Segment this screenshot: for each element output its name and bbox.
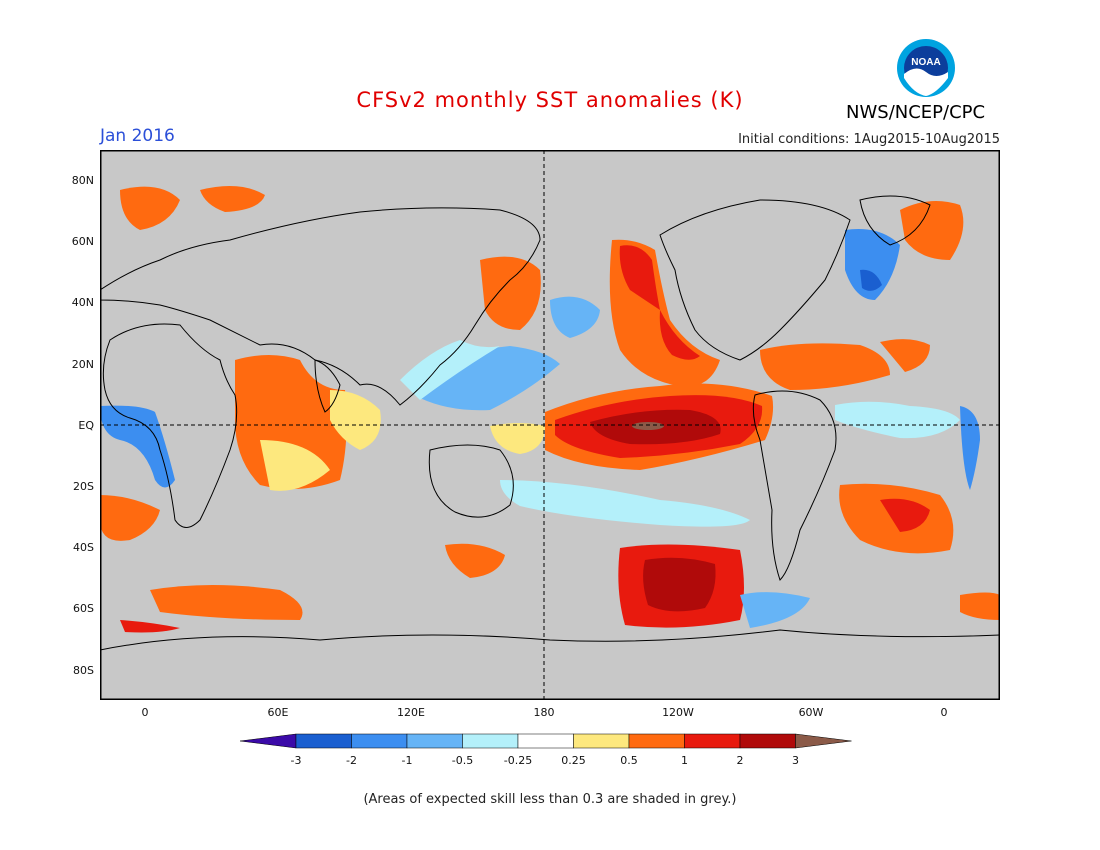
- colorbar-tick-label: 0.25: [561, 754, 586, 767]
- skill-note: (Areas of expected skill less than 0.3 a…: [363, 792, 737, 807]
- coastlines: [100, 195, 1000, 651]
- colorbar-tick-label: -3: [290, 754, 302, 767]
- sst-anomaly-map: [100, 150, 1000, 700]
- colorbar-tick-label: 0.5: [620, 754, 638, 767]
- initial-conditions: Initial conditions: 1Aug2015-10Aug2015: [738, 132, 1000, 147]
- noaa-logo: NOAA: [896, 38, 956, 98]
- lat-label: 40S: [73, 541, 94, 555]
- lat-label: 40N: [71, 296, 94, 310]
- colorbar-bin: [351, 733, 408, 749]
- colorbar-bin: [739, 733, 796, 749]
- colorbar-tick-label: 2: [736, 754, 744, 767]
- lat-label: 20N: [71, 357, 94, 371]
- colorbar-tick-label: -0.5: [451, 754, 474, 767]
- colorbar-tick-label: -2: [346, 754, 357, 767]
- n-atlantic-cool: [845, 229, 900, 300]
- colorbar-bin: [295, 733, 352, 749]
- colorbar-bin: [628, 733, 685, 749]
- colorbar-max-arrow: [795, 733, 852, 749]
- ne-pacific-strong: [619, 245, 660, 310]
- forecast-month: Jan 2016: [100, 126, 175, 146]
- logo-text: NOAA: [911, 57, 940, 68]
- colorbar-bin: [573, 733, 630, 749]
- colorbar: [240, 733, 852, 749]
- chart-title: CFSv2 monthly SST anomalies (K): [0, 88, 1100, 112]
- lon-label: 0: [141, 706, 149, 719]
- map-frame: [100, 150, 1000, 700]
- indian-ocean-warm: [235, 355, 347, 489]
- lat-label: 60N: [71, 235, 94, 249]
- colorbar-min-arrow: [240, 733, 297, 749]
- agency-label: NWS/NCEP/CPC: [846, 102, 986, 123]
- lat-label: EQ: [78, 418, 94, 432]
- colorbar-bin: [462, 733, 519, 749]
- nino-max-core: [632, 422, 664, 430]
- s-pacific-cool: [500, 480, 750, 527]
- lon-label: 120W: [662, 706, 694, 719]
- anomaly-patches: [100, 186, 1000, 633]
- colorbar-tick-label: 1: [681, 754, 688, 767]
- lat-label: 80S: [73, 663, 94, 677]
- colorbar-tick-label: 3: [792, 754, 799, 767]
- lat-label: 60S: [73, 602, 94, 616]
- lat-label: 80N: [71, 174, 94, 187]
- e-atlantic-cool: [100, 405, 175, 488]
- colorbar-tick-label: -1: [401, 754, 413, 767]
- colorbar-tick-label: -0.25: [503, 754, 533, 767]
- colorbar-bin: [684, 733, 741, 749]
- colorbar-bin: [517, 733, 574, 749]
- n-atlantic-trop-warm: [760, 343, 890, 390]
- colorbar-bin: [406, 733, 463, 749]
- lat-label: 20S: [73, 480, 94, 493]
- lon-label: 0: [940, 706, 948, 719]
- lon-label: 120E: [397, 706, 425, 719]
- lon-label: 180: [533, 706, 555, 719]
- lon-label: 60E: [267, 706, 289, 719]
- lon-label: 60W: [798, 706, 824, 719]
- chart-title-text: CFSv2 monthly SST anomalies (K): [356, 88, 744, 112]
